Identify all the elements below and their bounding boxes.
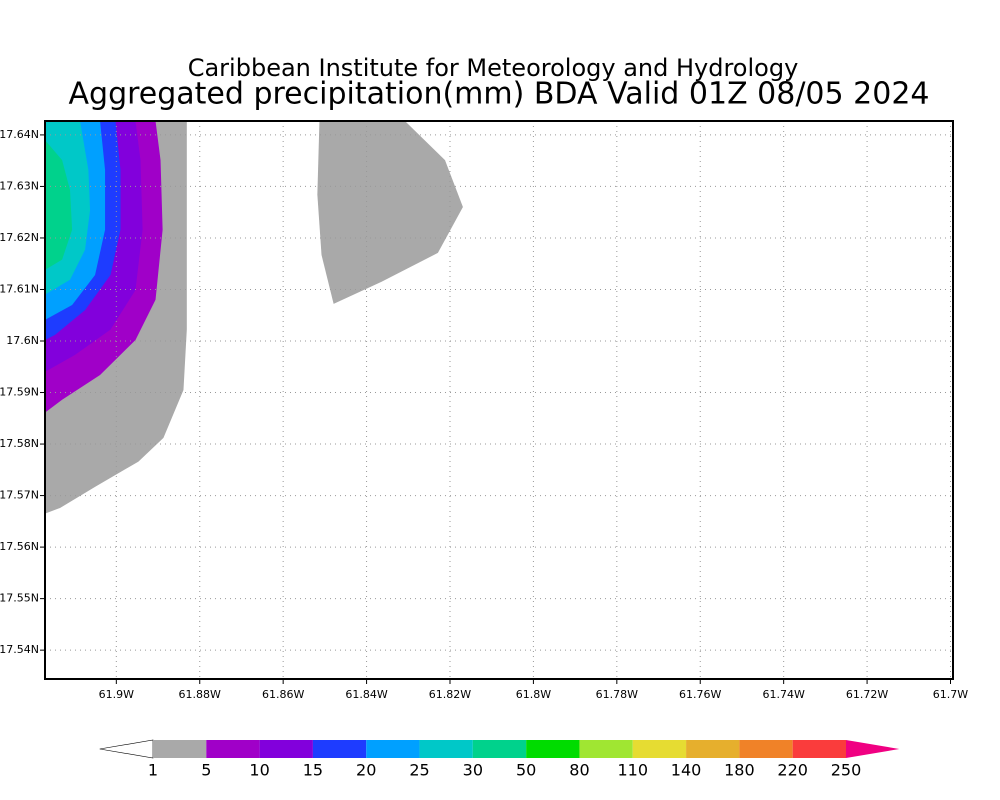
x-tick-label: 61.74W <box>762 688 804 701</box>
colorbar-label: 250 <box>831 761 862 780</box>
colorbar-label: 80 <box>569 761 589 780</box>
x-tick-label: 61.82W <box>429 688 471 701</box>
colorbar-label: 140 <box>671 761 702 780</box>
colorbar-box <box>419 740 473 758</box>
colorbar-box <box>632 740 687 758</box>
colorbar-label: 15 <box>303 761 323 780</box>
colorbar-label: 220 <box>777 761 808 780</box>
colorbar-label: 110 <box>617 761 648 780</box>
colorbar: 1 5 10 15 20 25 30 50 80 110 140 180 220 250 <box>99 739 900 780</box>
colorbar-box <box>366 740 420 758</box>
colorbar-box <box>206 740 260 758</box>
y-tick-label: 17.59N <box>0 386 39 399</box>
x-tick-label: 61.7W <box>933 688 968 701</box>
colorbar-label: 5 <box>201 761 211 780</box>
contour-region <box>45 140 73 270</box>
y-tick-label: 17.63N <box>0 179 39 192</box>
x-tick-label: 61.88W <box>179 688 221 701</box>
plot-frame <box>44 120 954 680</box>
chart-subtitle: Aggregated precipitation(mm) BDA Valid 0… <box>69 77 930 112</box>
colorbar-label: 50 <box>516 761 536 780</box>
chart-title: Caribbean Institute for Meteorology and … <box>188 54 799 82</box>
colorbar-label: 30 <box>463 761 483 780</box>
colorbar-box <box>259 740 313 758</box>
colorbar-arrow <box>846 740 900 758</box>
grid <box>45 121 953 679</box>
x-tick-label: 61.76W <box>679 688 721 701</box>
y-tick-label: 17.62N <box>0 231 39 244</box>
axes: 61.9W 61.88W 61.86W 61.84W 61.82W 61.8W 61.78W… <box>0 128 968 701</box>
colorbar-box <box>472 740 527 758</box>
y-tick-label: 17.55N <box>0 592 39 605</box>
y-tick-label: 17.6N <box>6 334 39 347</box>
colorbar-box <box>579 740 633 758</box>
colorbar-arrow <box>99 739 154 759</box>
y-tick-label: 17.57N <box>0 489 39 502</box>
y-tick-label: 17.61N <box>0 282 39 295</box>
colorbar-label: 180 <box>724 761 755 780</box>
y-tick-label: 17.56N <box>0 540 39 553</box>
colorbar-label: 20 <box>356 761 376 780</box>
y-tick-label: 17.64N <box>0 128 39 141</box>
x-tick-label: 61.9W <box>99 688 134 701</box>
colorbar-box <box>153 740 207 758</box>
colorbar-box <box>686 740 740 758</box>
y-tick-label: 17.54N <box>0 643 39 656</box>
x-tick-label: 61.84W <box>345 688 387 701</box>
colorbar-label: 10 <box>249 761 269 780</box>
colorbar-box <box>739 740 793 758</box>
x-tick-label: 61.72W <box>846 688 888 701</box>
colorbar-label: 1 <box>148 761 158 780</box>
x-tick-label: 61.86W <box>262 688 304 701</box>
x-tick-label: 61.8W <box>516 688 551 701</box>
contour-layer <box>45 121 463 514</box>
colorbar-label: 25 <box>409 761 429 780</box>
colorbar-box <box>526 740 580 758</box>
y-tick-label: 17.58N <box>0 437 39 450</box>
contour-region <box>317 121 463 304</box>
colorbar-box <box>312 740 367 758</box>
colorbar-box <box>792 740 846 758</box>
x-tick-label: 61.78W <box>596 688 638 701</box>
